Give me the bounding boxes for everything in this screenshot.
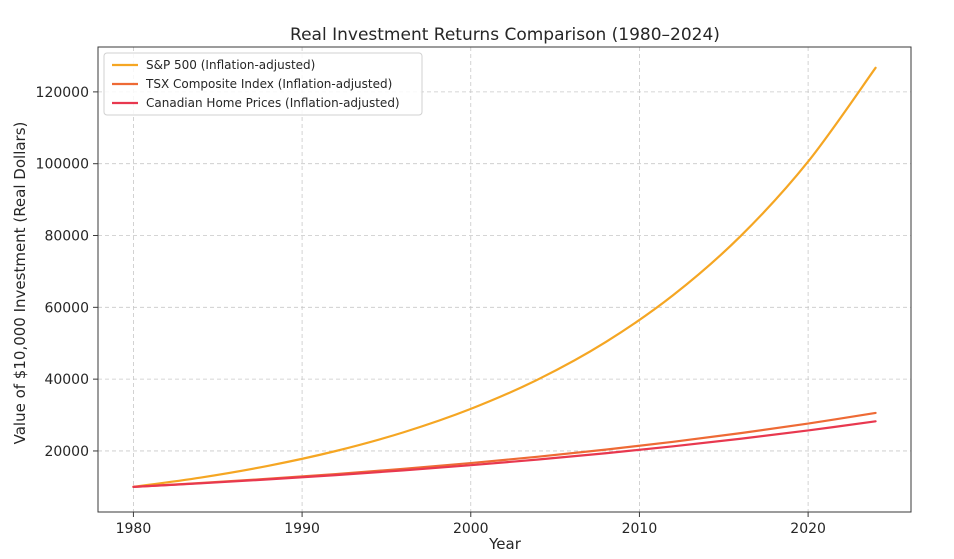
x-tick-label: 1980 <box>116 521 152 537</box>
legend-label: Canadian Home Prices (Inflation-adjusted… <box>146 96 400 110</box>
x-axis-label: Year <box>488 535 522 553</box>
x-axis-ticks: 1980 1990 2000 2010 2020 <box>116 512 826 537</box>
y-tick-label: 120000 <box>36 85 89 101</box>
series-line-3 <box>132 420 877 488</box>
plot-frame <box>97 46 912 513</box>
y-axis-ticks: 20000 40000 60000 80000 100000 120000 <box>36 85 98 460</box>
y-tick-label: 80000 <box>44 229 89 245</box>
x-tick-label: 2010 <box>622 521 658 537</box>
legend-label: TSX Composite Index (Inflation-adjusted) <box>145 77 392 91</box>
x-tick-label: 2000 <box>453 521 489 537</box>
legend-label: S&P 500 (Inflation-adjusted) <box>146 58 315 72</box>
y-axis-label: Value of $10,000 Investment (Real Dollar… <box>11 122 29 445</box>
series-line-1 <box>132 66 877 488</box>
grid-lines <box>98 47 911 512</box>
x-tick-label: 1990 <box>284 521 320 537</box>
legend-box <box>103 52 423 116</box>
chart-title: Real Investment Returns Comparison (1980… <box>290 25 720 45</box>
series-line-2 <box>132 411 877 488</box>
x-tick-label: 2020 <box>790 521 826 537</box>
legend: S&P 500 (Inflation-adjusted) TSX Composit… <box>103 52 423 116</box>
y-tick-label: 40000 <box>44 372 89 388</box>
series-lines <box>132 66 877 488</box>
y-tick-label: 20000 <box>44 444 89 460</box>
y-tick-label: 100000 <box>36 157 89 173</box>
y-tick-label: 60000 <box>44 300 89 316</box>
